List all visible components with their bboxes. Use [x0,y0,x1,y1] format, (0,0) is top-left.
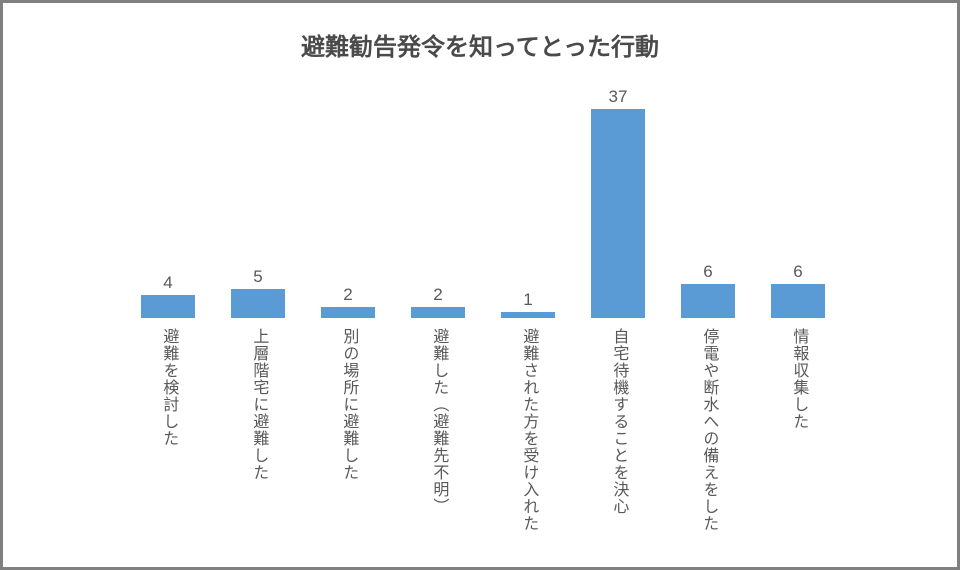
xaxis-label-text: 上層階宅に避難した [248,328,269,532]
bar-slot: 6 [753,88,843,318]
bar [771,284,825,319]
xaxis-label: 避難した（避難先不明） [393,328,483,532]
bar-value-label: 1 [523,291,532,308]
xaxis-label-text: 避難された方を受け入れた [518,328,539,532]
xaxis-label-text: 停電や断水への備えをした [698,328,719,532]
bar-slot: 1 [483,88,573,318]
xaxis-label: 停電や断水への備えをした [663,328,753,532]
bar-value-label: 37 [609,88,628,105]
bar [411,307,465,319]
bar [681,284,735,319]
bar-slot: 4 [123,88,213,318]
bar-value-label: 6 [793,263,802,280]
xaxis-label: 避難を検討した [123,328,213,532]
bar-value-label: 2 [343,286,352,303]
bar [591,109,645,318]
xaxis-label-text: 自宅待機することを決心 [608,328,629,532]
bar-value-label: 2 [433,286,442,303]
xaxis-label: 情報収集した [753,328,843,532]
xaxis-labels: 避難を検討した 上層階宅に避難した 別の場所に避難した 避難した（避難先不明） 避難され… [123,328,843,532]
xaxis-label-text: 別の場所に避難した [338,328,359,532]
bar-value-label: 6 [703,263,712,280]
bar [231,289,285,318]
bar-slot: 37 [573,88,663,318]
xaxis-label: 別の場所に避難した [303,328,393,532]
xaxis-label-text: 避難した（避難先不明） [428,328,449,532]
bar [141,295,195,318]
xaxis-label-text: 避難を検討した [158,328,179,532]
bar [321,307,375,319]
chart-title: 避難勧告発令を知ってとった行動 [3,27,957,62]
xaxis-label: 避難された方を受け入れた [483,328,573,532]
bar-slot: 6 [663,88,753,318]
xaxis-label: 自宅待機することを決心 [573,328,663,532]
chart-frame: 避難勧告発令を知ってとった行動 4 5 2 2 1 37 6 6 避難を検討した 上層階宅に避難… [0,0,960,570]
xaxis-label: 上層階宅に避難した [213,328,303,532]
plot-area: 4 5 2 2 1 37 6 6 [123,88,843,318]
bar-slot: 2 [393,88,483,318]
bar-value-label: 5 [253,268,262,285]
bar-slot: 5 [213,88,303,318]
bars-container: 4 5 2 2 1 37 6 6 [123,88,843,318]
bar [501,312,555,318]
bar-slot: 2 [303,88,393,318]
xaxis-label-text: 情報収集した [788,328,809,532]
bar-value-label: 4 [163,274,172,291]
